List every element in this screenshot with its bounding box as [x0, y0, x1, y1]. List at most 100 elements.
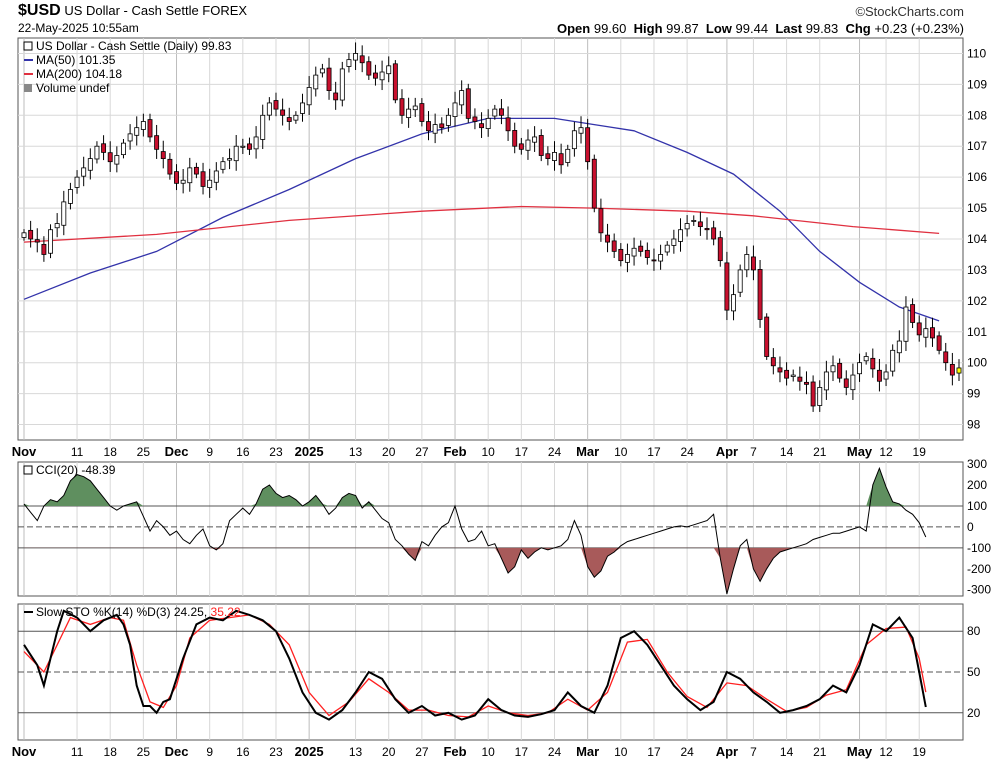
candle-body [280, 109, 286, 116]
cci-axis-tick: -100 [967, 541, 991, 555]
candle-body [87, 158, 93, 171]
candle-body [525, 139, 531, 151]
candle-body [711, 227, 717, 240]
candle-body [160, 151, 166, 160]
candle-body [81, 167, 87, 177]
candle-body [750, 256, 756, 271]
x-axis-label: Dec [165, 444, 189, 459]
candle-body [227, 158, 233, 161]
symbol-name: US Dollar - Cash Settle FOREX [64, 3, 248, 18]
open-value: 99.60 [593, 21, 627, 36]
candle-body [485, 118, 491, 129]
candle-body [843, 378, 849, 388]
candle-body [578, 127, 584, 134]
candle-body [930, 327, 935, 339]
brand-logo[interactable]: ©StockCharts.com [855, 4, 964, 19]
chg-label: Chg [845, 21, 871, 36]
x-axis-label-bottom: 13 [349, 745, 363, 759]
x-axis-label: Apr [716, 444, 738, 459]
x-axis-label: Nov [12, 444, 37, 459]
x-axis-label-bottom: 10 [614, 745, 628, 759]
candle-body [764, 316, 770, 357]
price-axis-tick: 99 [967, 387, 981, 401]
x-axis-label: 10 [482, 445, 496, 459]
price-axis-tick: 104 [967, 232, 987, 246]
x-axis-label: 17 [647, 445, 661, 459]
candle-body [890, 349, 896, 372]
candle-body [48, 229, 53, 254]
chart-date: 22-May-2025 10:55am [18, 21, 139, 35]
x-axis-label: 2025 [295, 444, 324, 459]
candle-body [220, 161, 226, 170]
candle-body [664, 244, 670, 253]
candle-body [74, 176, 80, 188]
ma200-line [23, 205, 940, 243]
high-value: 99.87 [666, 21, 699, 36]
candle-body [943, 351, 949, 364]
ohlc-readout: Open 99.60 High 99.87 Low 99.44 Last 99.… [557, 21, 964, 36]
candle-body [737, 269, 743, 293]
candle-body [426, 121, 431, 132]
candle-body [94, 145, 100, 160]
candle-body [459, 90, 465, 106]
candle-body [532, 136, 538, 143]
candle-body [571, 130, 577, 150]
sto-axis-tick: 80 [967, 624, 981, 638]
legend-sto-d: 35.22 [207, 605, 241, 619]
cci-axis-tick: 200 [967, 478, 987, 492]
price-axis-tick: 107 [967, 139, 987, 153]
candle-body [306, 87, 312, 106]
cci-axis-tick: 300 [967, 457, 987, 471]
candle-body [518, 143, 524, 150]
candle-body [697, 221, 703, 228]
candle-body [910, 304, 916, 323]
candle-body [339, 68, 345, 101]
candle-body [916, 322, 922, 336]
x-axis-label: 19 [913, 445, 927, 459]
candle-body [638, 245, 644, 252]
candle-body [956, 367, 962, 374]
chg-value: +0.23 (+0.23%) [874, 21, 964, 36]
candle-body [512, 130, 518, 147]
candle-body [870, 357, 876, 370]
legend-ma200: MA(200) 104.18 [36, 67, 122, 81]
x-axis-label-bottom: 17 [515, 745, 529, 759]
candle-body [253, 136, 259, 150]
x-axis-label: 21 [813, 445, 827, 459]
x-axis-label-bottom: 18 [104, 745, 118, 759]
x-axis-label: 18 [104, 445, 118, 459]
candle-body [850, 374, 856, 391]
candle-body [432, 124, 438, 134]
candle-body [353, 53, 359, 61]
candle-body [691, 220, 697, 222]
candle-body [41, 243, 47, 255]
candle-body [538, 135, 544, 156]
candle-body [67, 189, 73, 204]
candle-body [565, 148, 571, 163]
candle-body [923, 328, 929, 338]
price-axis-tick: 105 [967, 201, 987, 215]
x-axis-label-bottom: 16 [236, 745, 250, 759]
candle-body [21, 232, 27, 238]
x-axis-label-bottom: 19 [913, 745, 927, 759]
x-axis-label-bottom: Nov [12, 744, 37, 759]
candle-body [140, 121, 146, 130]
candle-body [406, 108, 412, 119]
candle-body [777, 367, 783, 373]
candle-body [54, 223, 60, 229]
candle-body [704, 228, 710, 231]
legend-volume: Volume undef [36, 81, 110, 95]
x-axis-label: May [847, 444, 873, 459]
x-axis-label: 25 [137, 445, 151, 459]
price-axis-tick: 102 [967, 294, 987, 308]
candle-body [837, 362, 843, 379]
legend-price: US Dollar - Cash Settle (Daily) 99.83 [36, 39, 232, 53]
candle-body [823, 371, 829, 391]
candle-body [717, 237, 723, 262]
legend-sto-k: Slow STO %K(14) %D(3) 24.25, [36, 605, 207, 619]
candle-body [817, 387, 823, 406]
candle-body [174, 171, 179, 184]
candle-body [585, 127, 591, 163]
candle-body [313, 74, 319, 90]
